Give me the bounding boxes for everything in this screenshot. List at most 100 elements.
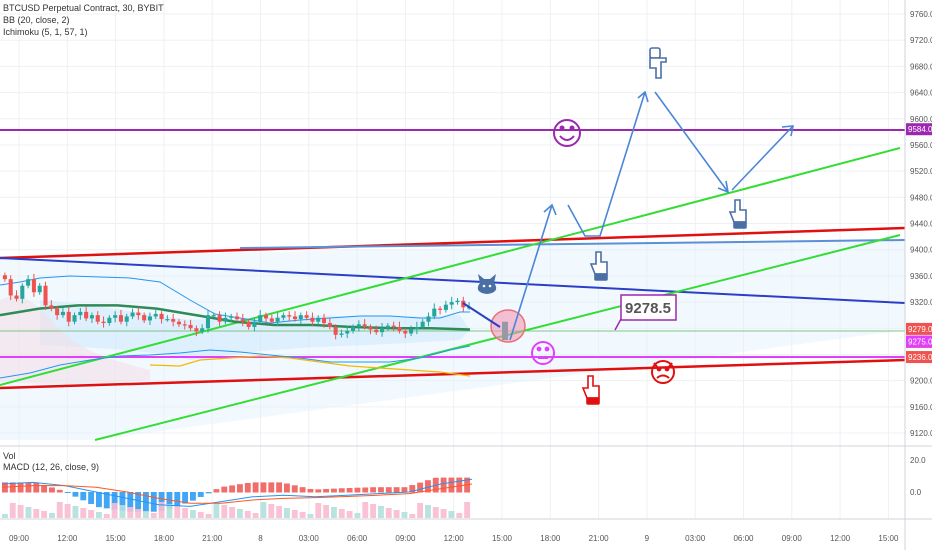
volume-bar: [33, 509, 40, 518]
price-callout[interactable]: 9278.5: [614, 294, 677, 331]
price-axis-tick: 9760.0: [910, 10, 932, 19]
macd-histogram-bar: [221, 486, 228, 493]
macd-line: [1, 478, 473, 507]
price-highlight-circle[interactable]: [490, 309, 526, 343]
volume-bar: [323, 505, 330, 518]
time-axis-tick: 12:00: [830, 534, 851, 543]
candle-body: [89, 315, 94, 319]
candle-body: [60, 311, 65, 316]
projection-arrows[interactable]: [509, 90, 794, 341]
macd-histogram-bar: [213, 489, 220, 493]
volume-bar: [299, 512, 306, 518]
macd-histogram-bar: [307, 488, 314, 493]
volume-bar: [417, 503, 424, 518]
price-axis-tick: 9640.0: [910, 89, 932, 98]
macd-histogram-bar: [127, 492, 134, 512]
price-axis-tick: 9680.0: [910, 62, 932, 71]
time-axis-tick: 03:00: [685, 534, 706, 543]
candle-body: [397, 326, 402, 331]
candle-body: [153, 313, 158, 317]
candle-body: [432, 308, 437, 317]
volume-bar: [150, 513, 157, 518]
volume-bar: [432, 507, 439, 518]
macd-signal-line: [1, 483, 473, 504]
macd-histogram-bar: [41, 485, 48, 493]
candle-body: [2, 275, 7, 280]
trend-navy[interactable]: [0, 257, 906, 304]
volume-bar: [346, 511, 353, 518]
volume-bar: [464, 502, 471, 518]
volume-bar: [268, 504, 275, 518]
time-axis-tick: 18:00: [154, 534, 175, 543]
candle-body: [37, 285, 42, 293]
candle-body: [26, 279, 31, 286]
candle-body: [362, 324, 367, 327]
time-axis-tick: 18:00: [540, 534, 561, 543]
volume-bar: [456, 513, 463, 518]
candle-body: [78, 311, 83, 316]
candle-body: [182, 324, 187, 326]
volume-bar: [88, 510, 95, 518]
candle-body: [217, 315, 222, 322]
macd-histogram-bar: [17, 482, 24, 493]
volume-bar: [2, 514, 8, 518]
macd-histogram-bar: [158, 492, 165, 511]
macd-histogram-bar: [425, 480, 431, 493]
price-axis-tick: 9320.0: [910, 298, 932, 307]
price-axis-tick: 9520.0: [910, 167, 932, 176]
macd-histogram-bar: [276, 482, 283, 493]
candle-body: [310, 317, 315, 322]
candle-body: [287, 315, 292, 317]
macd-histogram-bar: [448, 477, 455, 493]
volume-bar: [331, 507, 337, 518]
callout-arrow-line: [462, 302, 501, 328]
macd-histogram-bar: [393, 487, 400, 493]
candle-body: [443, 304, 448, 310]
macd-histogram-bar: [385, 487, 392, 493]
candle-body: [426, 316, 431, 322]
price-axis-tick: 9360.0: [910, 272, 932, 281]
macd-pane: [1, 477, 473, 518]
trend-steel[interactable]: [239, 239, 906, 249]
price-axis[interactable]: 9760.0 9720.0 9680.0 9640.0 9600.0 9560.0 9520…: [906, 10, 932, 497]
candle-body: [72, 315, 77, 322]
time-axis[interactable]: 09:00 12:00 15:00 18:00 21:00 8 03:00 06:00 09:0…: [9, 534, 899, 543]
candle-body: [240, 319, 245, 322]
price-axis-tick: 9200.0: [910, 377, 932, 386]
macd-histogram-bar: [284, 483, 290, 493]
candle-body: [263, 315, 269, 319]
legend-vol[interactable]: Vol: [3, 451, 16, 461]
candle-body: [298, 315, 303, 320]
candle-body: [43, 285, 48, 306]
time-axis-tick: 06:00: [733, 534, 754, 543]
trend-green-upper[interactable]: [0, 147, 901, 386]
ichimoku-cloud: [0, 296, 150, 385]
legend-symbol[interactable]: BTCUSD Perpetual Contract, 30, BYBIT: [3, 3, 164, 13]
candle-body: [14, 295, 19, 299]
macd-histogram-bar: [370, 487, 377, 493]
volume-bar: [362, 502, 369, 518]
volume-bar: [237, 509, 243, 518]
legend-macd[interactable]: MACD (12, 26, close, 9): [3, 462, 100, 472]
volume-bar: [119, 505, 126, 518]
volume-bar: [197, 512, 204, 518]
trend-red-upper[interactable]: [0, 226, 906, 260]
time-axis-tick: 21:00: [589, 534, 610, 543]
time-axis-tick: 8: [258, 534, 263, 543]
volume-bar: [448, 511, 455, 518]
volume-bar: [80, 508, 87, 518]
macd-histogram-bar: [64, 492, 71, 493]
price-badge-text: 9236.0: [908, 353, 932, 362]
macd-histogram-bar: [346, 487, 353, 493]
time-axis-tick: 15:00: [106, 534, 127, 543]
price-badge: [906, 335, 932, 348]
ichimoku-lagging-line: [149, 355, 471, 377]
volume-bar: [25, 507, 32, 518]
legend-ichimoku[interactable]: Ichimoku (5, 1, 57, 1): [3, 27, 88, 37]
candle-body: [292, 316, 298, 320]
legend-bb[interactable]: BB (20, close, 2): [3, 15, 70, 25]
candle-body: [211, 315, 216, 317]
macd-histogram-bar: [197, 492, 204, 497]
